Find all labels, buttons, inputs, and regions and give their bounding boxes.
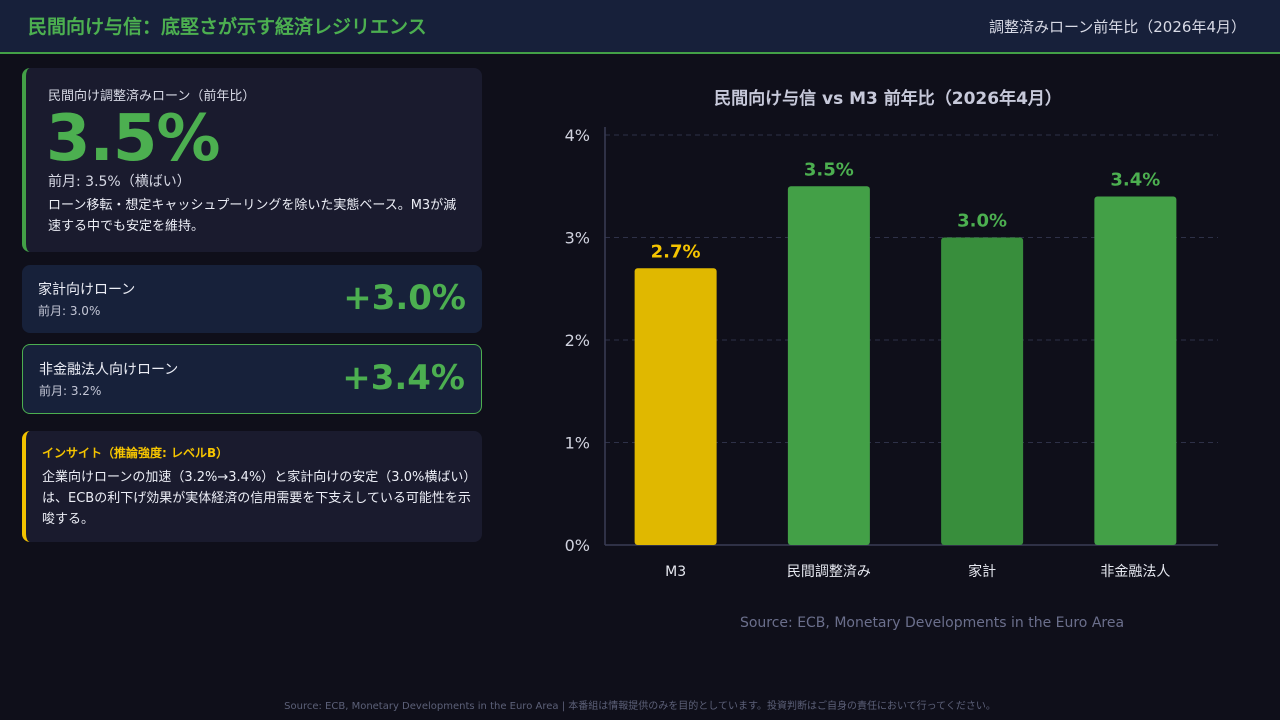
nfc-loan-card: 非金融法人向けローン 前月: 3.2% +3.4%	[22, 344, 482, 414]
nfc-loan-value: +3.4%	[342, 358, 465, 398]
header-bar: 民間向け与信：底堅さが示す経済レジリエンス 調整済みローン前年比（2026年4月…	[0, 0, 1280, 54]
main-metric-previous: 前月: 3.5%（横ばい）	[48, 174, 191, 190]
bar-chart-svg: 民間向け与信 vs M3 前年比（2026年4月） 0% 1% 2% 3% 4% 2.7…	[565, 88, 1218, 631]
x-category-label: 民間調整済み	[787, 564, 871, 580]
bar	[787, 186, 870, 545]
insight-body: 企業向けローンの加速（3.2%→3.4%）と家計向けの安定（3.0%横ばい）は、…	[42, 470, 471, 527]
household-loan-previous: 前月: 3.0%	[38, 304, 101, 318]
y-tick-label: 0%	[565, 536, 590, 555]
main-metric-label: 民間向け調整済みローン（前年比）	[48, 89, 256, 104]
bar-chart: 民間向け与信 vs M3 前年比（2026年4月） 0% 1% 2% 3% 4% 2.7…	[540, 70, 1240, 650]
bar-value-label: 3.0%	[957, 211, 1007, 232]
nfc-loan-previous: 前月: 3.2%	[39, 384, 102, 398]
x-category-label: 家計	[968, 563, 996, 580]
page-subtitle: 調整済みローン前年比（2026年4月）	[989, 18, 1246, 36]
bar	[941, 237, 1024, 545]
bar-value-label: 3.5%	[804, 159, 854, 180]
household-loan-value: +3.0%	[343, 278, 466, 318]
main-metric-value: 3.5%	[46, 102, 220, 176]
bar	[634, 268, 717, 545]
chart-title: 民間向け与信 vs M3 前年比（2026年4月）	[714, 88, 1062, 109]
y-tick-label: 4%	[565, 126, 590, 145]
nfc-loan-label: 非金融法人向けローン	[39, 362, 179, 378]
household-loan-label: 家計向けローン	[38, 282, 136, 298]
main-metric-description: ローン移転・想定キャッシュプーリングを除いた実態ベース。M3が減速する中でも安定…	[48, 198, 457, 234]
bar-value-label: 3.4%	[1110, 170, 1160, 191]
insight-title: インサイト（推論強度: レベルB）	[42, 446, 229, 460]
main-metric-card: 民間向け調整済みローン（前年比） 3.5% 前月: 3.5%（横ばい） ローン移…	[22, 68, 482, 252]
y-tick-label: 2%	[565, 331, 590, 350]
insight-card: インサイト（推論強度: レベルB） 企業向けローンの加速（3.2%→3.4%）と…	[22, 431, 482, 542]
footer-disclaimer: Source: ECB, Monetary Developments in th…	[284, 701, 996, 712]
bar-value-label: 2.7%	[651, 241, 701, 262]
bar	[1094, 196, 1177, 545]
household-loan-card: 家計向けローン 前月: 3.0% +3.0%	[22, 265, 482, 333]
x-category-label: 非金融法人	[1100, 564, 1170, 580]
x-category-label: M3	[665, 564, 686, 580]
y-tick-label: 1%	[565, 434, 590, 453]
y-tick-label: 3%	[565, 229, 590, 248]
chart-source: Source: ECB, Monetary Developments in th…	[740, 615, 1124, 631]
page-title: 民間向け与信：底堅さが示す経済レジリエンス	[28, 16, 427, 38]
